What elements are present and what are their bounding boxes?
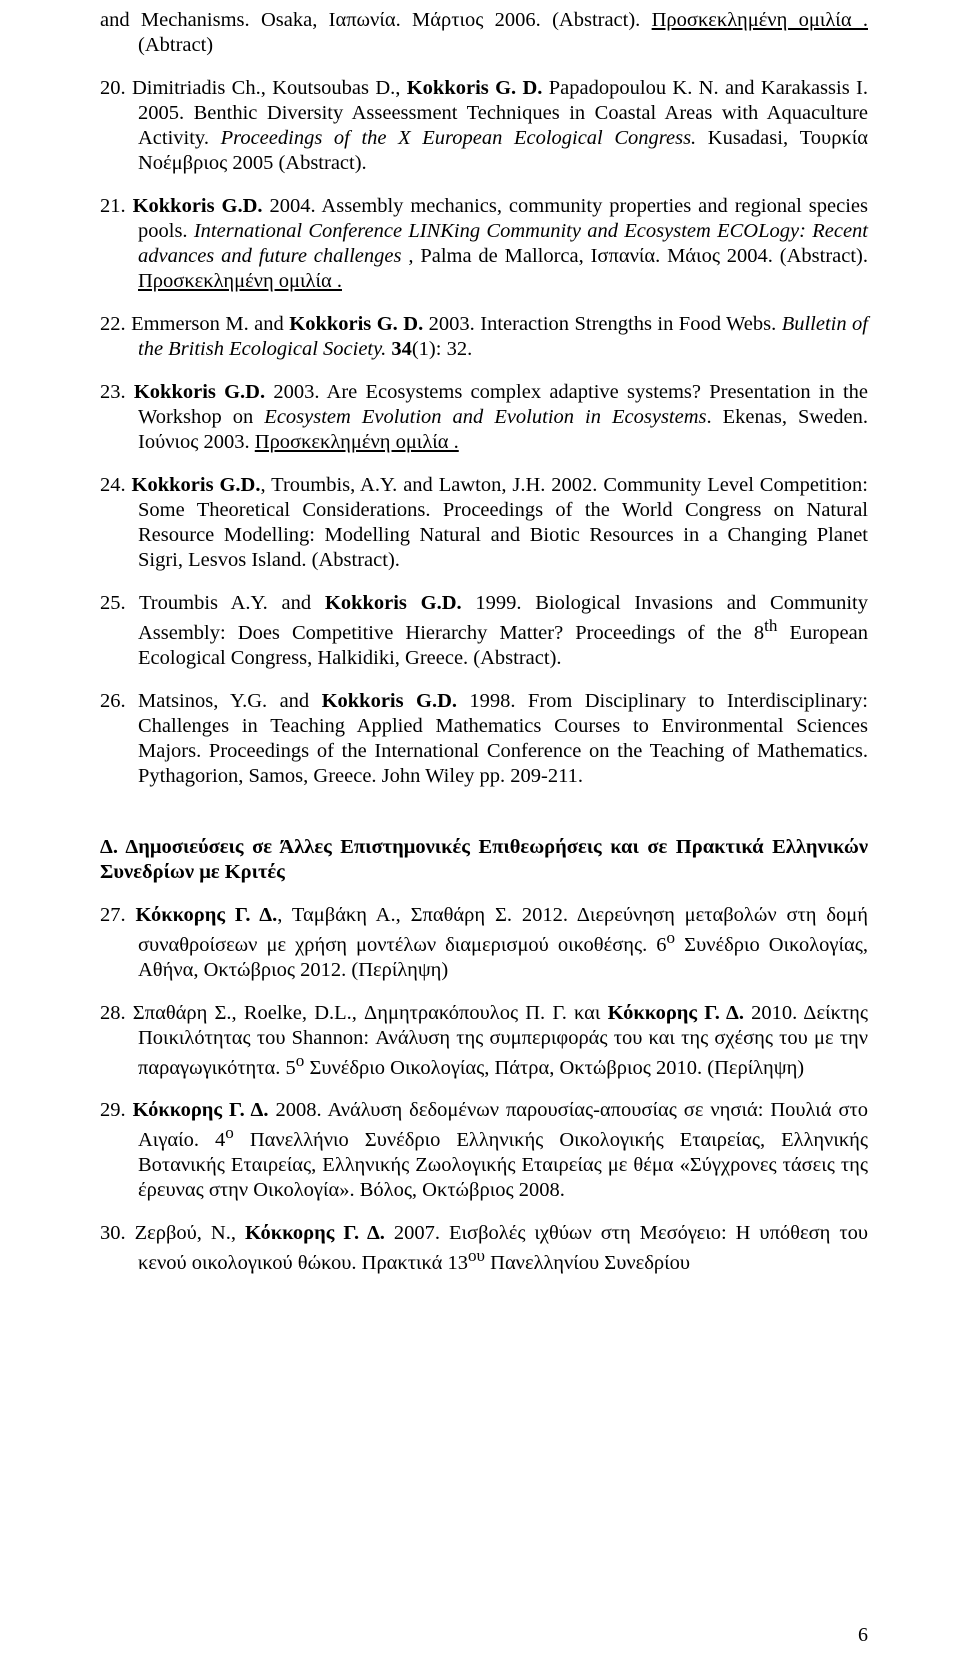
ref-22: 22. Emmerson M. and Kokkoris G. D. 2003.…: [100, 312, 868, 362]
ref-21: 21. Kokkoris G.D. 2004. Assembly mechani…: [100, 194, 868, 294]
ref-27: 27. Κόκκορης Γ. Δ., Ταμβάκη Α., Σπαθάρη …: [100, 903, 868, 983]
ref-30: 30. Ζερβού, Ν., Κόκκορης Γ. Δ. 2007. Εισ…: [100, 1221, 868, 1276]
ref-23: 23. Kokkoris G.D. 2003. Are Ecosystems c…: [100, 380, 868, 455]
ref-29: 29. Κόκκορης Γ. Δ. 2008. Ανάλυση δεδομέν…: [100, 1098, 868, 1203]
section-d-heading: Δ. Δημοσιεύσεις σε Άλλες Επιστημονικές Ε…: [100, 835, 868, 885]
ref-24: 24. Kokkoris G.D., Troumbis, A.Y. and La…: [100, 473, 868, 573]
ref-26: 26. Matsinos, Y.G. and Kokkoris G.D. 199…: [100, 689, 868, 789]
document-page: and Mechanisms. Osaka, Ιαπωνία. Μάρτιος …: [0, 0, 960, 1663]
ref-28: 28. Σπαθάρη Σ., Roelke, D.L., Δημητρακόπ…: [100, 1001, 868, 1081]
ref-20: 20. Dimitriadis Ch., Koutsoubas D., Kokk…: [100, 76, 868, 176]
ref-25: 25. Troumbis A.Y. and Kokkoris G.D. 1999…: [100, 591, 868, 671]
ref-19-tail: and Mechanisms. Osaka, Ιαπωνία. Μάρτιος …: [100, 8, 868, 58]
page-number: 6: [858, 1624, 868, 1647]
